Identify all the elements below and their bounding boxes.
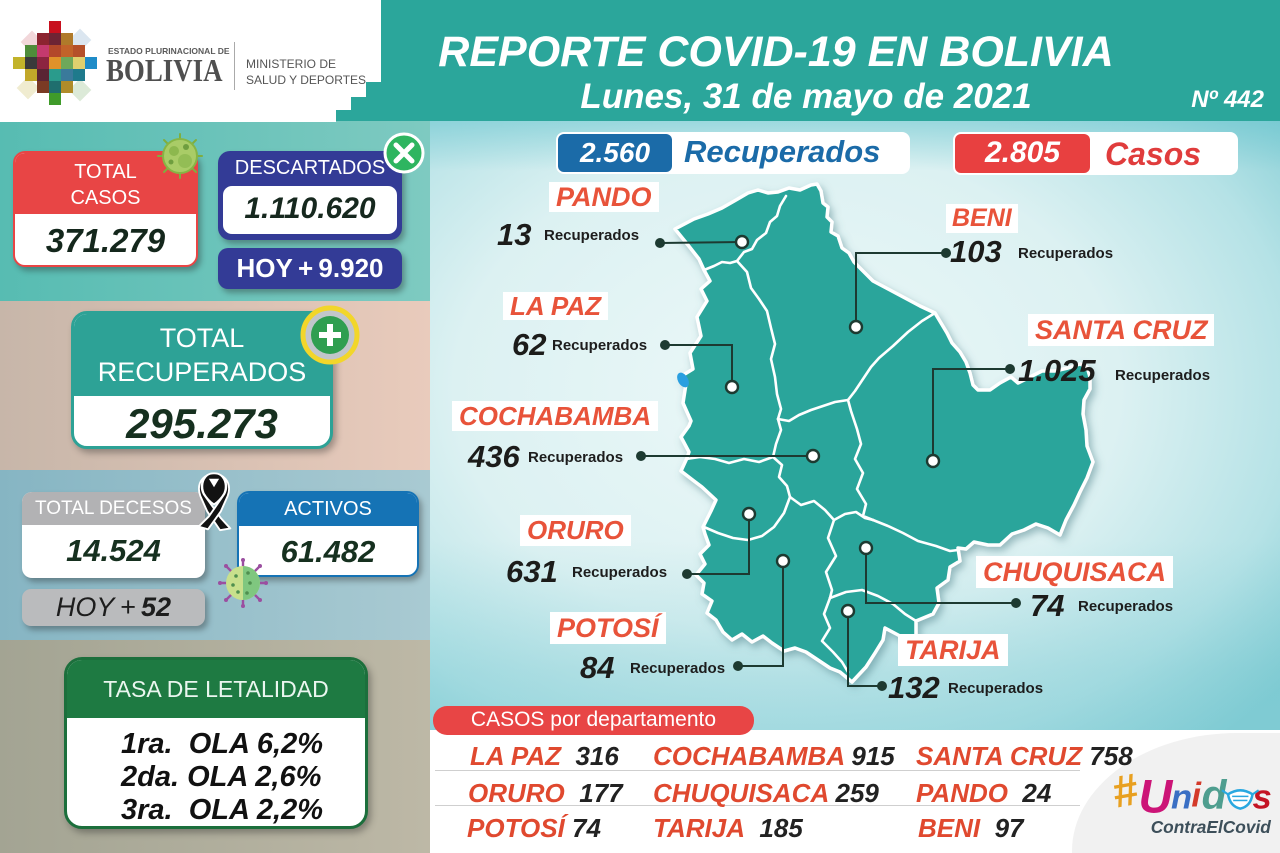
svg-text:d: d: [1202, 772, 1228, 818]
svg-text:n: n: [1171, 779, 1192, 817]
svg-text:ContraElCovid: ContraElCovid: [1151, 817, 1272, 837]
svg-text:s: s: [1253, 779, 1272, 817]
svg-text:i: i: [1191, 777, 1202, 815]
svg-text:#: #: [1112, 764, 1142, 818]
svg-text:U: U: [1138, 771, 1173, 823]
